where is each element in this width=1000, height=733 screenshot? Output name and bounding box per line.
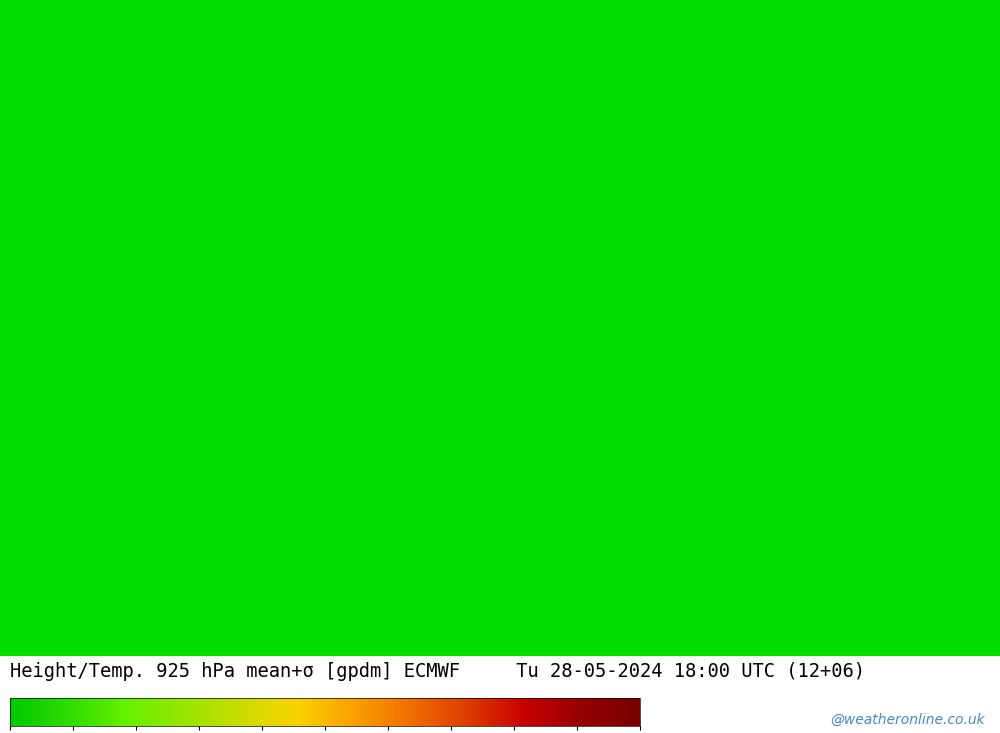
Text: Height/Temp. 925 hPa mean+σ [gpdm] ECMWF     Tu 28-05-2024 18:00 UTC (12+06): Height/Temp. 925 hPa mean+σ [gpdm] ECMWF… xyxy=(10,662,865,681)
Text: @weatheronline.co.uk: @weatheronline.co.uk xyxy=(830,713,985,727)
